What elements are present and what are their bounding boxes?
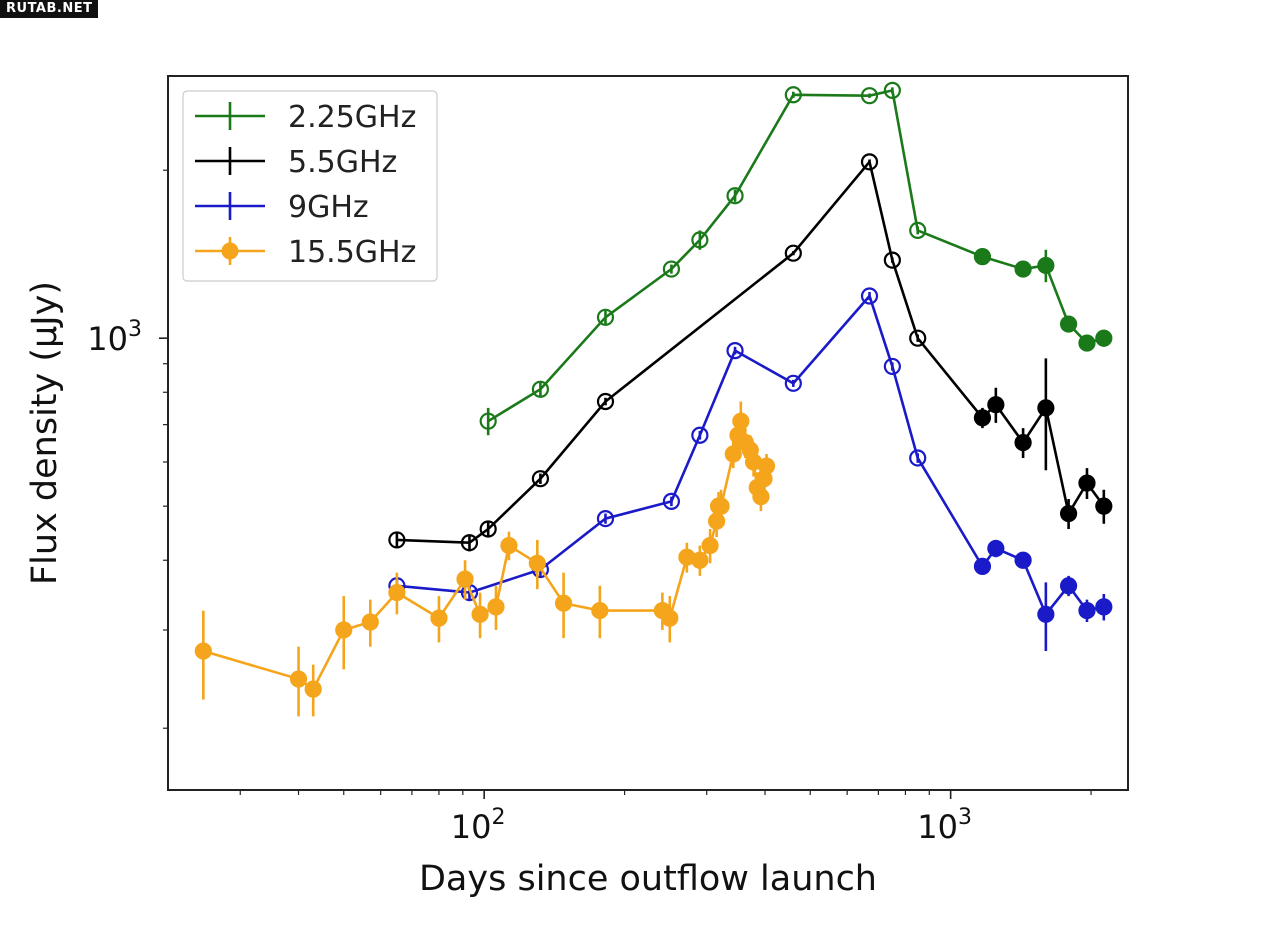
data-point [1014,260,1032,278]
legend-box [182,90,438,282]
data-point [726,342,744,360]
data-point [1037,605,1055,623]
data-point [1095,497,1113,515]
data-point [460,534,479,552]
data-point [479,520,497,538]
data-point [289,670,308,688]
data-point [479,412,497,430]
data-point [724,445,742,463]
legend-label: 5.5GHz [288,145,397,180]
data-point [1095,329,1113,347]
data-point [596,392,615,411]
x-tick-label: 103 [917,805,972,846]
data-point [1037,399,1055,417]
data-point [732,412,750,430]
series-15-5ghz [194,401,776,717]
data-point [1078,334,1096,352]
y-axis-ticks: 103 [87,169,168,729]
data-point [757,457,776,475]
data-point [430,609,448,627]
data-point [388,584,406,602]
legend-label: 15.5GHz [288,235,416,270]
legend-entry: 9GHz [195,190,369,225]
data-point [471,605,489,623]
x-tick-label: 102 [451,805,506,846]
data-point [661,609,679,627]
data-point [883,251,901,269]
data-point [987,396,1005,414]
data-point [1014,433,1032,452]
series-layer [194,81,1113,717]
data-point [1059,577,1078,595]
data-point [860,287,879,305]
data-point [973,248,992,266]
data-point [304,680,322,698]
data-point [909,449,927,467]
legend-swatch-marker [221,242,239,260]
legend-entry: 2.25GHz [195,100,416,135]
y-tick-label: 103 [87,317,142,358]
data-point [860,87,879,105]
watermark: RUTAB.NET [0,0,99,18]
data-point [909,221,927,240]
legend-entry: 15.5GHz [195,235,416,270]
data-point [691,426,709,444]
data-point [726,187,744,205]
data-point [973,557,992,575]
series-5-5ghz [388,153,1113,552]
data-point [194,642,212,660]
data-point [691,231,709,249]
data-point [335,621,353,639]
data-point [691,551,709,569]
series-line [487,88,1105,423]
data-point [883,81,901,99]
data-point [1078,474,1096,492]
data-point [531,380,550,398]
data-point [784,86,802,104]
data-point [883,357,901,376]
data-point [1014,551,1032,569]
data-point [973,409,992,427]
data-point [1095,598,1113,616]
legend-label: 9GHz [288,190,369,225]
series-2-25ghz [479,81,1113,436]
series-9ghz [388,287,1113,652]
data-point [554,594,573,612]
data-point [712,497,730,515]
data-point [662,260,681,278]
data-point [752,488,770,506]
legend-entry: 5.5GHz [195,145,397,180]
data-point [909,329,927,347]
y-axis-label: Flux density (μJy) [25,281,65,585]
data-point [784,374,802,392]
data-point [662,492,681,510]
x-axis-ticks: 102 103 [239,790,1092,846]
legend-label: 2.25GHz [288,100,416,135]
data-point [1078,601,1096,620]
data-point [531,470,550,488]
legend: 2.25GHz 5.5GHz 9GHz 15.5GHz [182,90,438,282]
data-point [361,613,379,631]
data-point [456,570,474,588]
plot-frame [167,75,1129,791]
data-point [500,536,518,555]
data-point [591,601,609,620]
data-point [701,536,719,555]
data-point [1037,256,1055,275]
data-point [1059,315,1078,333]
data-point [388,531,406,549]
data-point [596,308,615,326]
data-point [860,153,879,171]
data-point [784,244,802,262]
data-point [487,598,505,616]
series-line [396,159,1105,545]
data-point [528,554,546,572]
data-point [1059,504,1078,523]
x-axis-label: Days since outflow launch [419,859,877,899]
data-point [987,539,1005,558]
data-point [596,509,615,528]
